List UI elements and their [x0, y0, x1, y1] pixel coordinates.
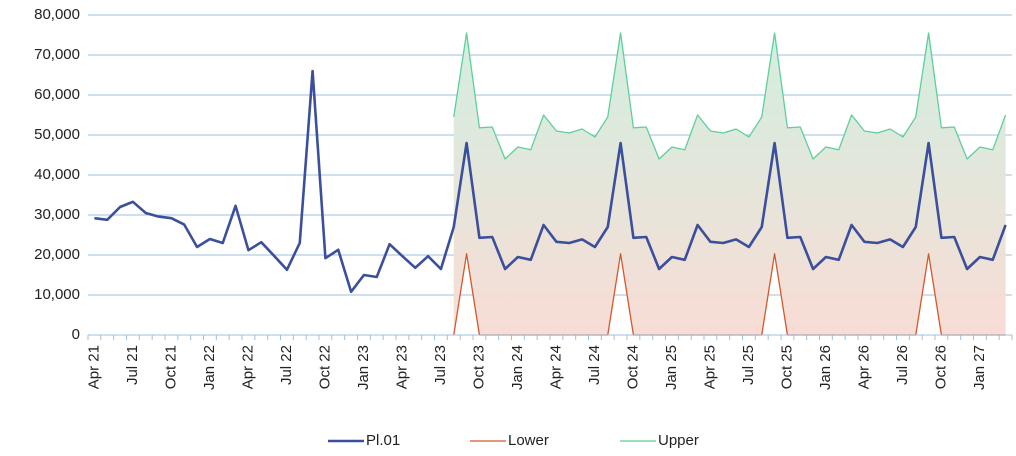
x-tick-label: Jan 27 [971, 345, 988, 390]
x-tick-label: Jan 22 [201, 345, 218, 390]
x-tick-label: Jul 25 [740, 345, 757, 385]
x-tick-label: Jul 22 [278, 345, 295, 385]
x-tick-label: Apr 25 [701, 345, 718, 389]
series-line [453, 32, 1007, 160]
x-tick-label: Oct 25 [778, 345, 795, 389]
y-tick-label: 60,000 [34, 86, 80, 103]
x-tick-label: Jan 23 [355, 345, 372, 390]
legend-label: Upper [658, 432, 699, 449]
x-tick-label: Oct 24 [624, 345, 641, 389]
x-tick-label: Oct 22 [316, 345, 333, 389]
x-tick-label: Apr 22 [239, 345, 256, 389]
x-tick-label: Apr 26 [855, 345, 872, 389]
x-tick-label: Jan 25 [663, 345, 680, 390]
x-tick-label: Jul 23 [432, 345, 449, 385]
x-tick-label: Oct 23 [470, 345, 487, 389]
y-tick-label: 50,000 [34, 126, 80, 143]
x-tick-label: Jul 26 [894, 345, 911, 385]
x-tick-label: Oct 21 [162, 345, 179, 389]
y-tick-label: 30,000 [34, 206, 80, 223]
y-tick-label: 80,000 [34, 6, 80, 23]
series-line [94, 69, 1007, 294]
y-tick-label: 70,000 [34, 46, 80, 63]
x-tick-label: Jul 21 [124, 345, 141, 385]
x-tick-label: Jan 24 [509, 345, 526, 390]
x-tick-label: Apr 21 [85, 345, 102, 389]
y-tick-label: 20,000 [34, 246, 80, 263]
x-tick-label: Apr 23 [393, 345, 410, 389]
x-tick-label: Oct 26 [932, 345, 949, 389]
x-tick-label: Jan 26 [817, 345, 834, 390]
legend-label: Pl.01 [366, 432, 400, 449]
y-tick-label: 0 [72, 326, 80, 343]
x-tick-label: Apr 24 [547, 345, 564, 389]
legend-label: Lower [508, 432, 549, 449]
y-tick-label: 40,000 [34, 166, 80, 183]
y-tick-label: 10,000 [34, 286, 80, 303]
band-fill [453, 33, 1006, 335]
x-tick-label: Jul 24 [586, 345, 603, 385]
